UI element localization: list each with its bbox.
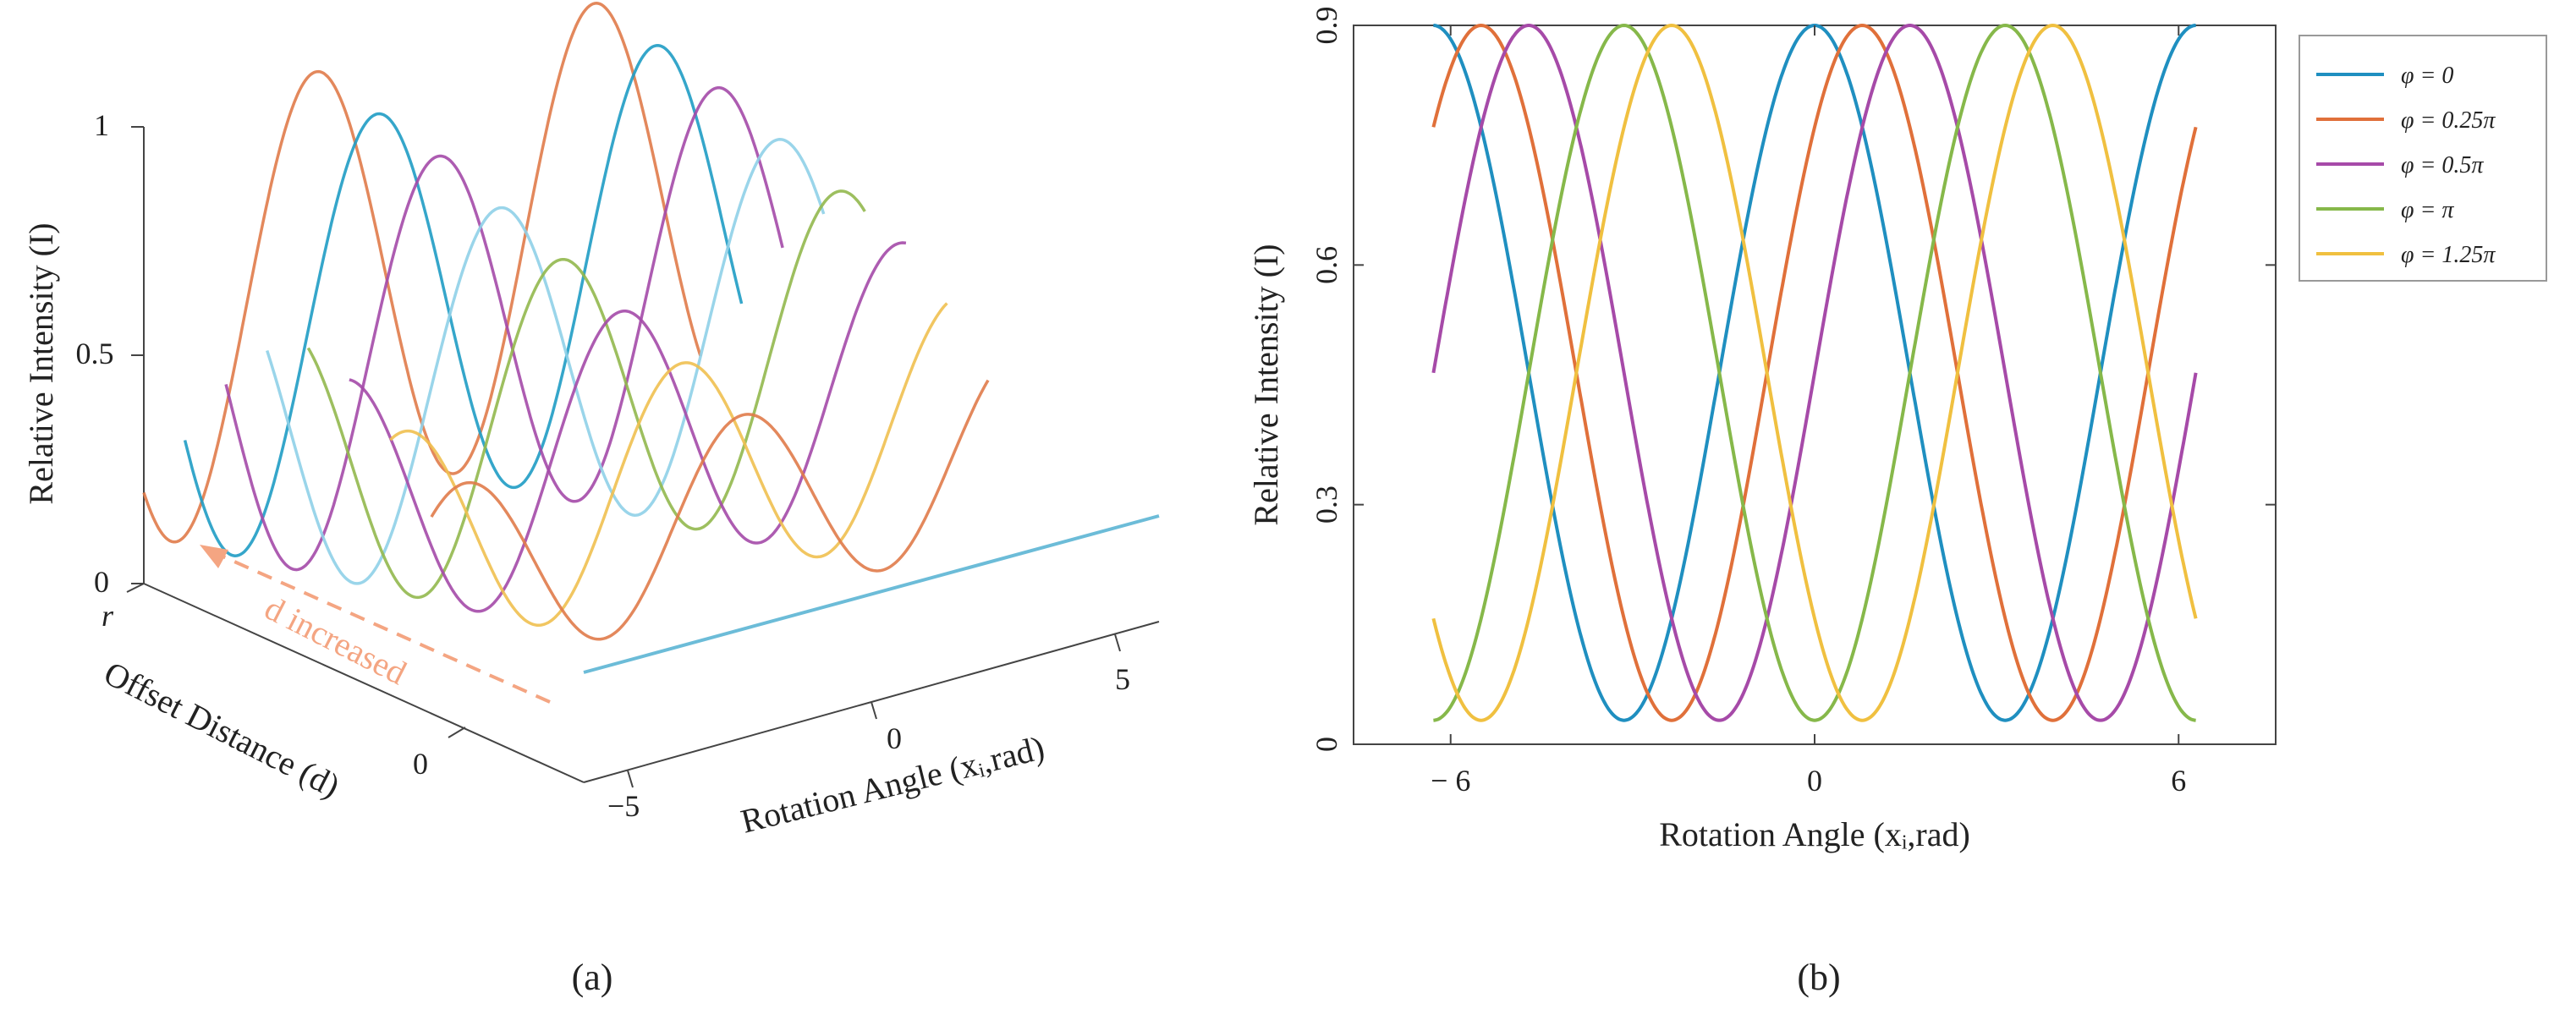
- panel-a-z-tick-label-0: 0: [94, 565, 109, 599]
- panel-a-z-tick-label-05: 0.5: [76, 337, 114, 370]
- panel-a-d-axis-label: Offset Distance (d): [98, 654, 346, 805]
- panel-b-x-axis-label: Rotation Angle (xᵢ,rad): [1659, 815, 1970, 853]
- legend-label-4: φ = 1.25π: [2401, 242, 2496, 268]
- panel-a-x-tick-label-0: 0: [887, 721, 902, 755]
- panel-a-series-line-0: [142, 2, 702, 544]
- panel-a-series-line-2: [224, 85, 784, 572]
- panel-a-d-increased-label: d increased: [259, 589, 413, 692]
- panel-b-x-tick-label-1: 0: [1807, 764, 1822, 798]
- panel-b-legend: φ = 0 φ = 0.25π φ = 0.5π φ = π φ = 1.25π: [2299, 35, 2547, 282]
- panel-b-y-tick-label-3: 0.9: [1310, 7, 1343, 45]
- panel-a-series-line-1: [183, 44, 744, 557]
- panel-a-x-tick-label-m5: −5: [607, 789, 640, 823]
- panel-a-series-line-6: [389, 302, 948, 627]
- panel-a-series-line-7: [430, 379, 990, 641]
- panel-a-d-increased-arrow: [211, 550, 551, 704]
- panel-b-series-line-2: [1431, 24, 2198, 722]
- panel-label-b: (b): [1797, 957, 1840, 998]
- panel-a-arrowhead: [200, 545, 228, 568]
- panel-a-d-tick-r: [126, 583, 145, 593]
- panel-b-y-tick-label-1: 0.3: [1310, 485, 1343, 524]
- panel-a-curves: [142, 2, 990, 641]
- panel-b-x-tick-label-2: 6: [2171, 764, 2186, 798]
- panel-b-curves: [1431, 23, 2198, 722]
- panel-b-ticks: − 6 0 6 0 0.3 0.6 0.9: [1310, 7, 2276, 798]
- legend-label-3: φ = π: [2401, 197, 2454, 223]
- panel-b-2d-chart: − 6 0 600.30.60.9 Rotation Angle (xᵢ,rad) …: [1247, 7, 2547, 853]
- panel-a-z-axis-label: Relative Intensity (I): [22, 222, 60, 504]
- panel-label-a: (a): [572, 957, 613, 998]
- legend-label-1: φ = 0.25π: [2401, 107, 2496, 134]
- panel-a-x-tick-label-5: 5: [1115, 662, 1130, 696]
- panel-a-series-line-4: [306, 189, 866, 600]
- panel-a-z-tick-label-1: 1: [94, 108, 109, 142]
- panel-a-3d-chart: 0 0.5 1 r 0 −5 0 5 Relative Intensity (I…: [22, 2, 1160, 841]
- legend-label-2: φ = 0.5π: [2401, 152, 2484, 178]
- panel-b-series-line-4: [1431, 23, 2198, 722]
- panel-a-series-line-3: [266, 138, 826, 585]
- panel-a-d-tick-label-r: r: [102, 599, 114, 633]
- legend-box: [2299, 35, 2547, 282]
- panel-b-y-tick-label-0: 0: [1310, 737, 1343, 752]
- panel-a-x-tick-0: [871, 701, 877, 720]
- panel-a-x-tick-m5: [627, 770, 634, 788]
- panel-b-y-tick-label-2: 0.6: [1310, 246, 1343, 284]
- panel-b-series-line-1: [1431, 23, 2198, 722]
- panel-b-series-line-3: [1433, 23, 2196, 722]
- panel-a-x-tick-5: [1114, 633, 1121, 652]
- panel-a-floor-line: [583, 514, 1160, 674]
- panel-b-x-tick-label-0: − 6: [1431, 764, 1470, 798]
- panel-a-series-line-5: [349, 241, 907, 613]
- panel-a-d-tick-0: [448, 727, 466, 738]
- panel-a-d-tick-label-0: 0: [413, 747, 428, 781]
- panel-a-d-axis: [143, 583, 585, 783]
- legend-label-0: φ = 0: [2401, 63, 2453, 89]
- panel-b-y-axis-label: Relative Intensity (I): [1247, 244, 1285, 525]
